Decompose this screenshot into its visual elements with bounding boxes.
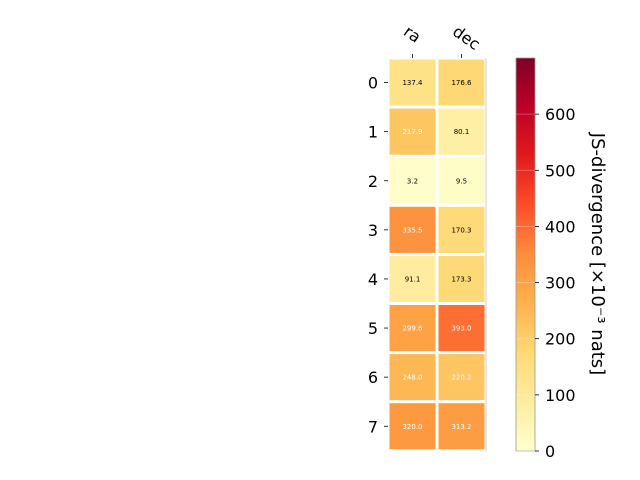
heatmap-cell	[438, 206, 485, 253]
row-tick-label: 6	[368, 368, 378, 387]
heatmap-cell-label: 299.6	[402, 325, 423, 333]
colorbar-tick-label: 500	[545, 161, 576, 180]
heatmap-cell-label: 173.3	[451, 275, 471, 283]
heatmap-cell-label: 335.5	[402, 226, 422, 234]
heatmap-cell	[389, 59, 436, 106]
heatmap-cell	[438, 157, 485, 204]
row-tick-label: 7	[368, 417, 378, 436]
heatmap-cell-label: 176.6	[451, 79, 472, 87]
column-tick-label: dec	[449, 22, 483, 54]
heatmap-cell-label: 137.4	[402, 79, 423, 87]
heatmap-cell	[389, 354, 436, 401]
colorbar-tick-label: 0	[545, 442, 555, 461]
heatmap-cell-label: 313.2	[451, 423, 471, 431]
heatmap-cell-label: 320.0	[402, 423, 422, 431]
colorbar-tick-label: 300	[545, 274, 576, 293]
row-ticks: 0 1 2 3 4 5 6 7	[368, 74, 388, 436]
column-tick-label: ra	[400, 22, 424, 47]
colorbar-tick-label: 400	[545, 217, 576, 236]
row-tick-label: 0	[368, 74, 378, 93]
heatmap-cell-label: 91.1	[405, 275, 421, 283]
heatmap-cell-label: 80.1	[454, 128, 470, 136]
row-tick-label: 5	[368, 319, 378, 338]
heatmap-cell	[389, 157, 436, 204]
heatmap-cell-label: 393.0	[451, 325, 471, 333]
row-tick-label: 4	[368, 270, 378, 289]
heatmap-cell-label: 217.9	[402, 128, 422, 136]
colorbar-tick-label: 100	[545, 386, 576, 405]
colorbar-tick-label: 600	[545, 105, 576, 124]
heatmap-cell-label: 170.3	[451, 226, 471, 234]
heatmap-cell	[438, 403, 485, 450]
colorbar	[515, 57, 536, 452]
colorbar-ticks: 0 100 200 300 400 500 600	[516, 105, 576, 461]
row-tick-label: 1	[368, 123, 378, 142]
heatmap-cell-label: 9.5	[456, 177, 467, 185]
heatmap-cell	[389, 108, 436, 155]
colorbar-tick-label: 200	[545, 330, 576, 349]
heatmap-cell	[438, 354, 485, 401]
heatmap-cell-label: 3.2	[407, 177, 418, 185]
heatmap-cell	[389, 206, 436, 253]
row-tick-label: 3	[368, 221, 378, 240]
heatmap-cell	[438, 305, 485, 352]
heatmap-cells	[389, 59, 485, 450]
heatmap-cell	[438, 59, 485, 106]
colorbar-label: JS-divergence [×10⁻³ nats]	[587, 132, 608, 375]
heatmap-cell-label: 220.2	[451, 374, 471, 382]
heatmap-cell	[438, 255, 485, 302]
heatmap-cell	[389, 255, 436, 302]
heatmap-cell-label: 248.0	[402, 374, 422, 382]
heatmap-cell	[389, 305, 436, 352]
heatmap-cell-labels: 137.4 176.6 217.9 80.1 3.2 9.5 335.5 170.3 91.1 1…	[402, 79, 472, 431]
row-tick-label: 2	[368, 172, 378, 191]
heatmap-cell	[389, 403, 436, 450]
column-ticks: ra dec	[400, 22, 484, 58]
heatmap-cell	[438, 108, 485, 155]
